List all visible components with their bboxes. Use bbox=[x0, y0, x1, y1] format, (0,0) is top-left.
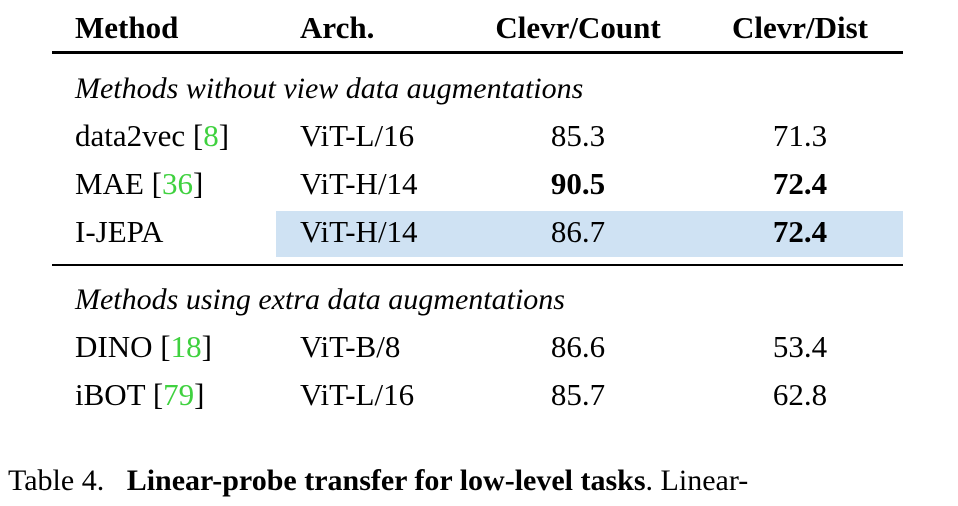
mid-rule bbox=[52, 264, 903, 266]
count-cell: 90.5 bbox=[550, 166, 606, 201]
method-name: iBOT bbox=[75, 377, 146, 412]
group-title: Methods without view data augmentations bbox=[75, 72, 584, 105]
caption-rest: . Linear- bbox=[645, 464, 749, 497]
dist-cell: 72.4 bbox=[772, 166, 828, 201]
column-header: Clevr/Count bbox=[495, 10, 661, 45]
highlight bbox=[276, 211, 903, 257]
dist-cell: 53.4 bbox=[772, 329, 828, 364]
method-cell: MAE 36 bbox=[75, 166, 204, 201]
citation: 79 bbox=[153, 377, 205, 412]
method-name: data2vec bbox=[75, 118, 186, 153]
citation-number: 79 bbox=[163, 377, 195, 412]
method-cell: I-JEPA bbox=[75, 216, 163, 247]
arch-cell: ViT-L/16 bbox=[300, 377, 415, 412]
count-cell: 85.7 bbox=[550, 377, 606, 412]
citation-number: 36 bbox=[161, 166, 193, 201]
column-header: Method bbox=[75, 10, 179, 45]
column-header: Clevr/Dist bbox=[731, 10, 869, 45]
group-title: Methods using extra data augmentations bbox=[75, 283, 565, 316]
arch-cell: ViT-H/14 bbox=[300, 214, 418, 249]
method-cell: data2vec 8 bbox=[75, 118, 229, 153]
dist-cell: 72.4 bbox=[772, 214, 828, 249]
citation-number: 18 bbox=[170, 329, 202, 364]
method-cell: iBOT 79 bbox=[75, 377, 205, 412]
caption-bold: Linear-probe transfer for low-level task… bbox=[126, 464, 646, 497]
method-name: MAE bbox=[75, 166, 144, 201]
citation: 8 bbox=[193, 118, 229, 153]
arch-cell: ViT-B/8 bbox=[300, 329, 401, 364]
dist-cell: 71.3 bbox=[772, 118, 828, 153]
arch-cell: ViT-H/14 bbox=[300, 166, 418, 201]
method-name: I-JEPA bbox=[75, 214, 164, 249]
method-cell: DINO 18 bbox=[75, 329, 212, 364]
caption: Table 4. Linear-probe transfer for low-l… bbox=[8, 466, 748, 496]
dist-cell: 62.8 bbox=[772, 377, 828, 412]
citation-number: 8 bbox=[203, 118, 219, 153]
citation: 18 bbox=[160, 329, 212, 364]
count-cell: 85.3 bbox=[550, 118, 606, 153]
method-name: DINO bbox=[75, 329, 153, 364]
caption-label: Table 4. bbox=[8, 464, 105, 497]
arch-cell: ViT-L/16 bbox=[300, 118, 415, 153]
count-cell: 86.7 bbox=[550, 214, 606, 249]
count-cell: 86.6 bbox=[550, 329, 606, 364]
citation: 36 bbox=[152, 166, 204, 201]
top-rule bbox=[52, 51, 903, 54]
column-header: Arch. bbox=[300, 10, 375, 45]
